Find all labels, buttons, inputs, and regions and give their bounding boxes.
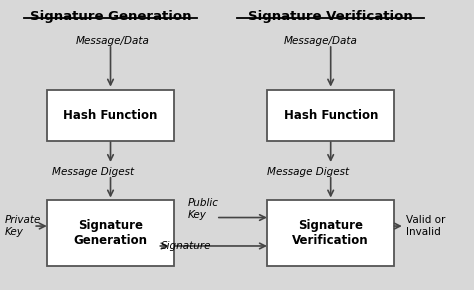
Text: Signature
Generation: Signature Generation	[73, 219, 147, 247]
Text: Hash Function: Hash Function	[283, 109, 378, 122]
Text: Hash Function: Hash Function	[64, 109, 158, 122]
FancyBboxPatch shape	[267, 200, 394, 266]
Text: Signature: Signature	[161, 241, 211, 251]
Text: Public
Key: Public Key	[188, 198, 219, 220]
Text: Private
Key: Private Key	[5, 215, 42, 237]
Text: Signature Verification: Signature Verification	[248, 10, 413, 23]
Text: Signature Generation: Signature Generation	[30, 10, 191, 23]
Text: Message Digest: Message Digest	[52, 167, 134, 177]
FancyBboxPatch shape	[267, 90, 394, 141]
Text: Message/Data: Message/Data	[75, 36, 149, 46]
Text: Signature
Verification: Signature Verification	[292, 219, 369, 247]
FancyBboxPatch shape	[47, 200, 174, 266]
Text: Message/Data: Message/Data	[284, 36, 358, 46]
Text: Message Digest: Message Digest	[267, 167, 349, 177]
Text: Valid or
Invalid: Valid or Invalid	[406, 215, 445, 237]
FancyBboxPatch shape	[47, 90, 174, 141]
